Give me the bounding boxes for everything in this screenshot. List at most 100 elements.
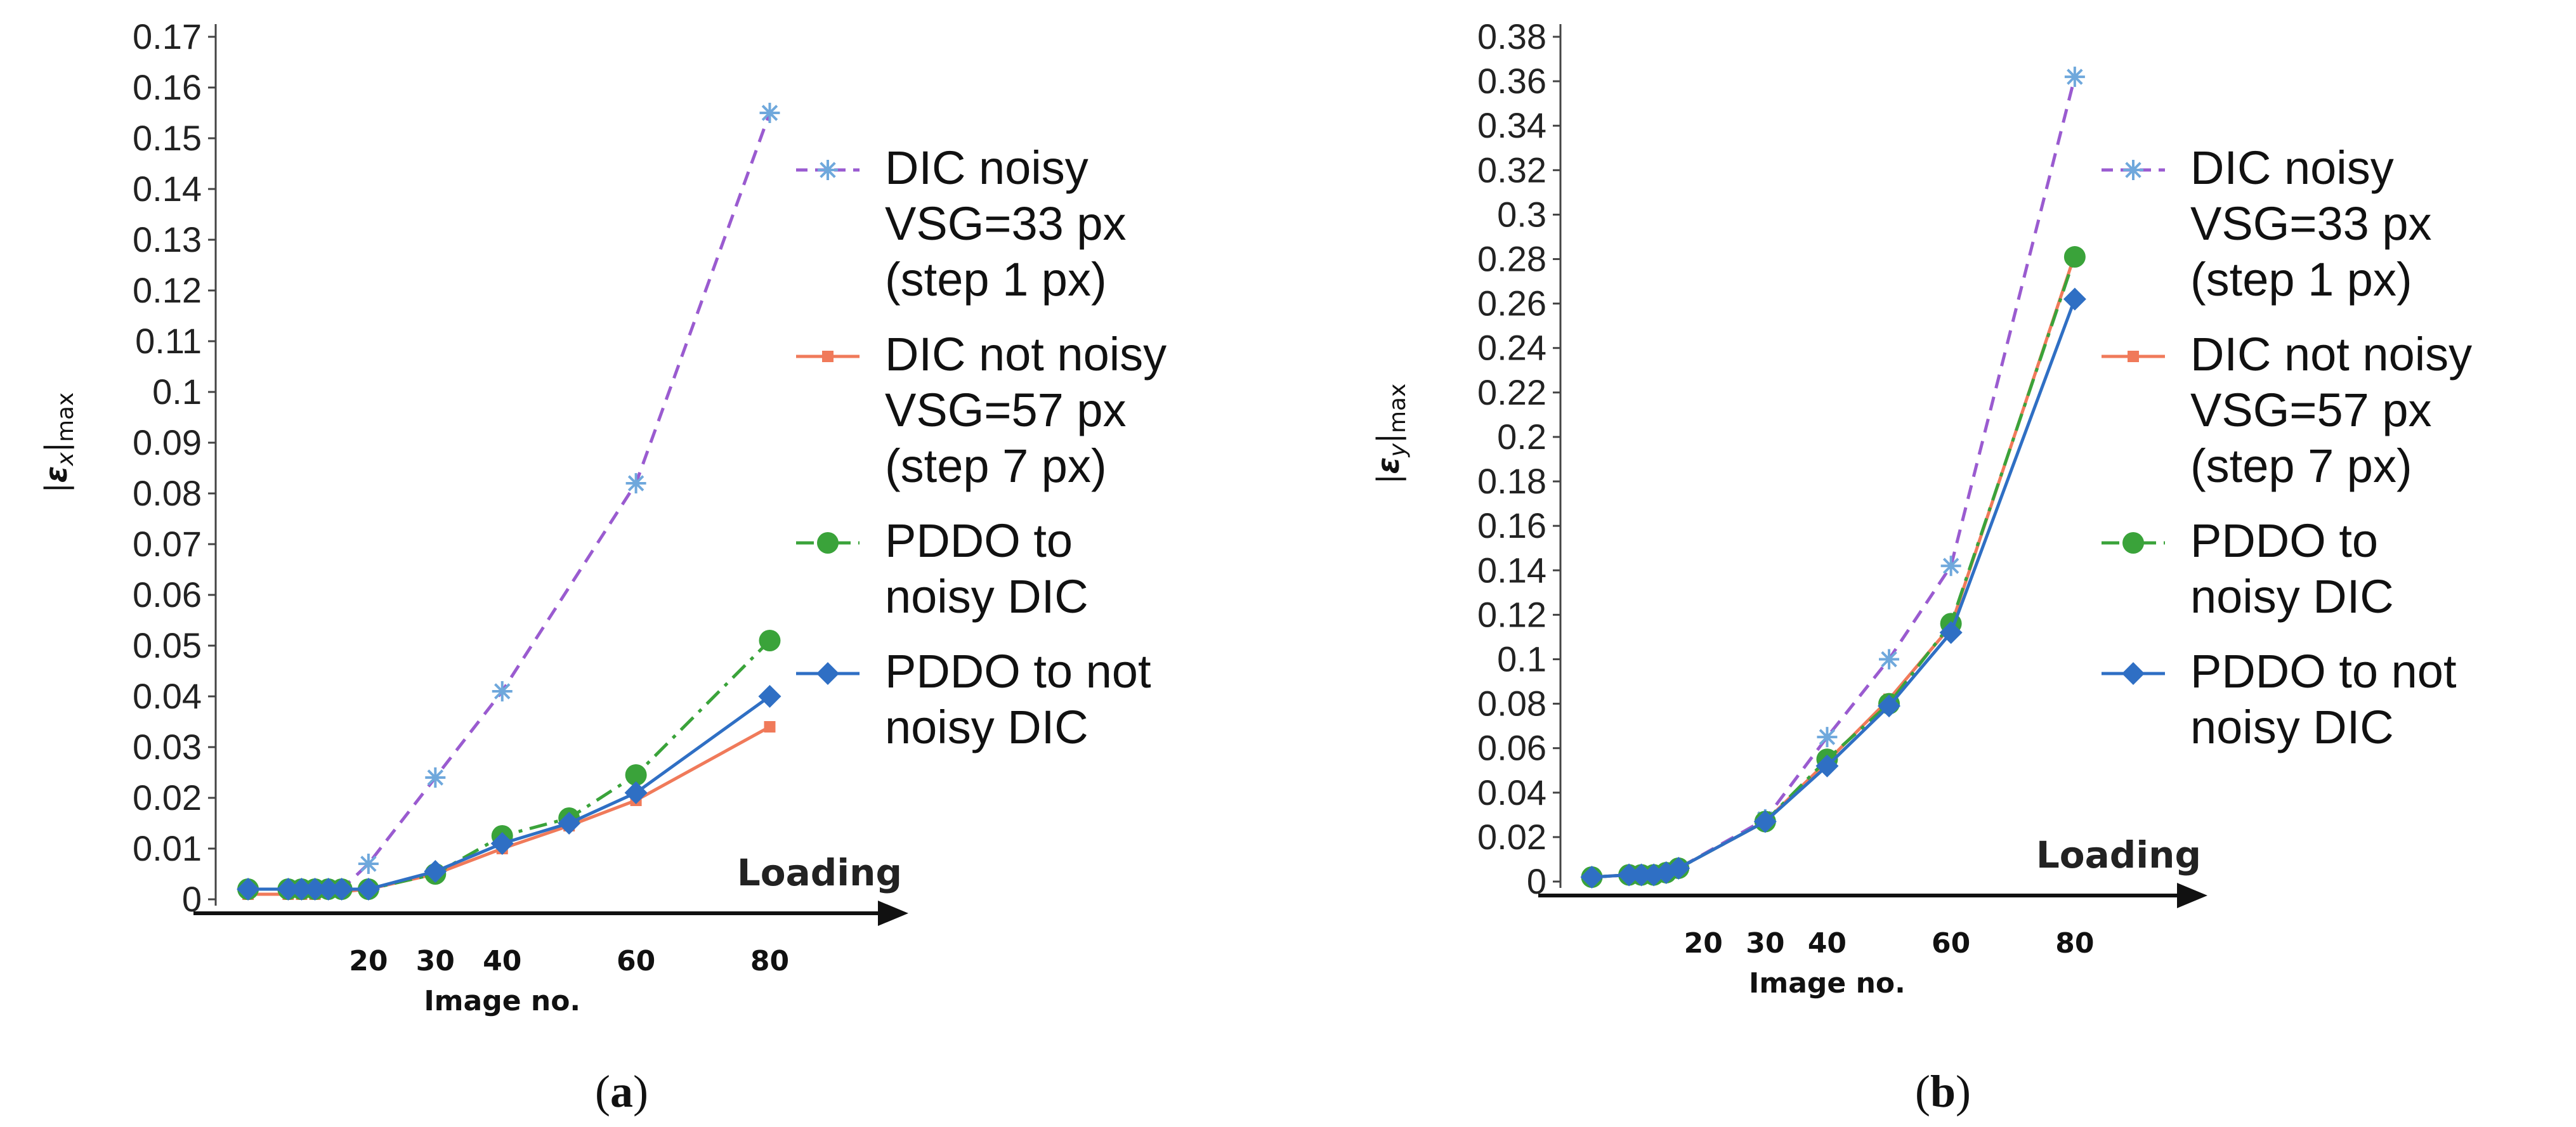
- y-tick-label: 0.17: [133, 16, 202, 56]
- y-tick-label: 0: [1527, 861, 1546, 901]
- legend-marker: [816, 662, 839, 685]
- caption-open: (: [595, 1066, 610, 1117]
- caption-letter: b: [1930, 1066, 1956, 1117]
- panel-a: 0 0.01 0.02 0.03 0.04 0.05 0.06 0.07 0.08 0.09 0.1…: [39, 16, 1167, 1117]
- y-tick-label: 0.08: [1477, 684, 1546, 724]
- data-point: [759, 103, 780, 123]
- x-tick-label: 80: [2055, 927, 2094, 960]
- y-tick-label: 0.22: [1477, 372, 1546, 412]
- y-tick-label: 0.26: [1477, 283, 1546, 323]
- legend-text-line: VSG=57 px: [885, 384, 1127, 436]
- series-4: [237, 685, 781, 901]
- data-point: [290, 878, 313, 901]
- legend-text-line: DIC noisy: [885, 141, 1089, 194]
- y-tick-label: 0.04: [133, 676, 202, 716]
- y-tick-label: 0.24: [1477, 328, 1546, 368]
- panel-caption: (b): [1915, 1066, 1971, 1117]
- legend-text-line: noisy DIC: [885, 570, 1089, 623]
- data-point: [758, 685, 781, 708]
- legend-text-line: noisy DIC: [885, 701, 1089, 753]
- data-point: [424, 860, 447, 883]
- legend-text-line: PDDO to: [2190, 514, 2378, 567]
- legend-text-line: noisy DIC: [2190, 701, 2394, 753]
- legend-text-line: (step 1 px): [2190, 253, 2412, 306]
- y-tick-label: 0.02: [1477, 817, 1546, 857]
- data-point: [625, 764, 647, 786]
- y-axis-title-bar-right: |: [39, 442, 74, 452]
- y-axis-title-symbol: ε: [1371, 457, 1406, 474]
- data-point-stroke: [2067, 68, 2083, 85]
- y-axis-title: |εy|max: [1371, 384, 1411, 485]
- y-axis-title: |εx|max: [39, 393, 79, 493]
- legend-text-line: DIC noisy: [2190, 141, 2394, 194]
- y-tick-label: 0.05: [133, 625, 202, 665]
- y-tick-label: 0.06: [133, 575, 202, 615]
- y-tick-label: 0.3: [1497, 194, 1546, 234]
- data-point: [558, 812, 581, 835]
- y-tick-label: 0.1: [1497, 639, 1546, 679]
- data-point: [356, 878, 380, 901]
- series-1: [238, 103, 780, 899]
- data-point: [330, 878, 353, 901]
- x-axis-arrowhead: [2177, 883, 2207, 908]
- series-3: [1581, 246, 2086, 888]
- y-axis-title-subscript: y: [1385, 443, 1411, 458]
- data-point: [759, 630, 781, 651]
- data-point: [625, 473, 646, 493]
- data-point-stroke: [761, 105, 778, 121]
- y-axis-title-bar-right: |: [1371, 433, 1406, 443]
- legend-marker: [2122, 532, 2144, 554]
- data-point: [1817, 727, 1838, 748]
- data-point: [1618, 863, 1641, 887]
- panel-b: 00.02 0.040.060.08 0.1 0.120.14 0.160.180.2 0…: [1371, 16, 2472, 1117]
- data-point: [277, 878, 300, 901]
- x-tick-label: 40: [483, 945, 521, 977]
- series-2: [1586, 249, 2081, 883]
- legend-text-line: DIC not noisy: [2190, 328, 2472, 381]
- y-tick-label: 0.36: [1477, 61, 1546, 101]
- x-tick-label: 30: [1746, 927, 1784, 960]
- y-tick-label: 0.07: [133, 524, 202, 564]
- legend-text-line: PDDO to not: [885, 645, 1151, 698]
- x-tick-label: 60: [1932, 927, 1970, 960]
- y-axis-title-suffix: max: [53, 393, 79, 442]
- data-point: [1815, 754, 1839, 778]
- legend-marker: [2122, 662, 2145, 685]
- series-2: [242, 721, 776, 900]
- legend-text-line: VSG=33 px: [885, 197, 1127, 250]
- data-point-stroke: [627, 475, 644, 492]
- y-tick-label: 0.16: [1477, 505, 1546, 545]
- y-tick-label: 0: [182, 879, 202, 919]
- caption-close: ): [633, 1066, 648, 1117]
- data-point: [2063, 287, 2086, 311]
- series-line: [1592, 254, 2077, 879]
- y-tick-label: 0.02: [133, 778, 202, 818]
- series-line: [1592, 256, 2077, 879]
- data-point-stroke: [494, 683, 511, 700]
- data-point: [492, 681, 513, 701]
- x-tick-label: 20: [1684, 927, 1723, 960]
- data-point-stroke: [360, 856, 377, 872]
- y-axis-title-symbol: ε: [39, 466, 74, 483]
- data-point: [1940, 556, 1961, 577]
- data-point: [1878, 694, 1901, 718]
- data-point: [1580, 865, 1604, 889]
- legend-text-line: noisy DIC: [2190, 570, 2394, 623]
- y-tick-label: 0.32: [1477, 150, 1546, 190]
- y-tick-label: 0.08: [133, 473, 202, 513]
- y-tick-label: 0.2: [1497, 417, 1546, 457]
- y-tick-label: 0.03: [133, 727, 202, 767]
- legend-text-line: (step 7 px): [2190, 440, 2412, 492]
- legend-text-line: DIC not noisy: [885, 328, 1167, 381]
- x-axis-title: Image no.: [424, 985, 580, 1017]
- data-point: [1630, 863, 1653, 887]
- legend-marker: [2128, 351, 2139, 362]
- data-point: [2063, 246, 2086, 268]
- loading-label: Loading: [737, 851, 902, 894]
